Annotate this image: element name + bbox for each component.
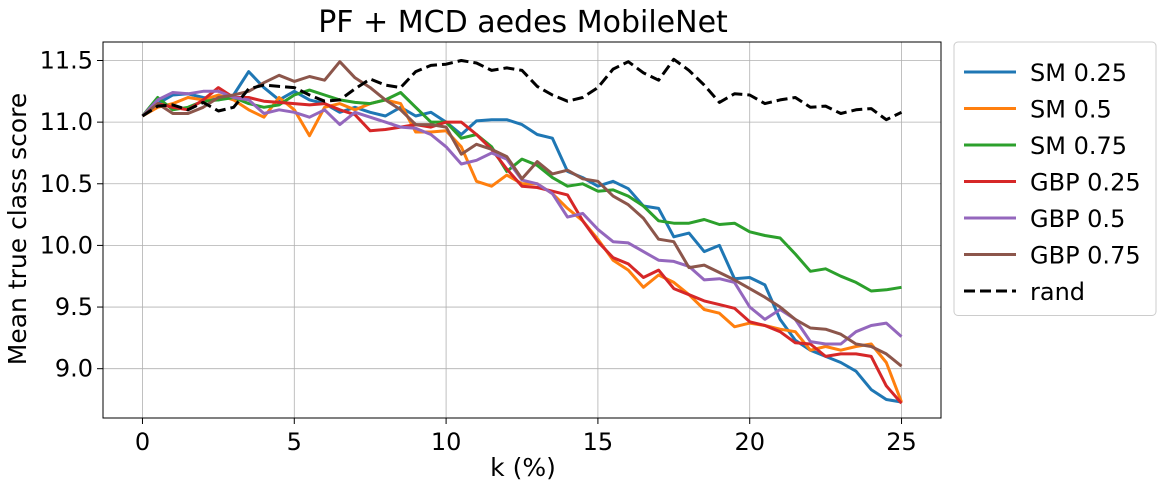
y-axis: 9.0 9.5 10.0 10.5 11.0 11.5 [40,46,103,383]
series-line-sm-0-25 [141,70,902,404]
x-tick-label: 20 [734,428,765,456]
y-tick-label: 9.5 [55,293,93,321]
legend-label: GBP 0.75 [1030,242,1141,270]
plot-frame [102,41,942,419]
x-tick-label: 25 [886,428,917,456]
series-line-rand [141,57,903,122]
y-tick-label: 10.5 [40,170,93,198]
x-axis: 0 5 10 15 20 25 [135,418,917,456]
x-tick-label: 15 [583,428,614,456]
x-tick-label: 10 [431,428,462,456]
legend-label: GBP 0.25 [1030,169,1141,197]
legend-label: SM 0.25 [1030,59,1127,87]
series-line-sm-0-75 [141,88,902,293]
series-line-gbp-0-25 [141,86,903,405]
legend-label: GBP 0.5 [1030,205,1125,233]
legend: SM 0.25 SM 0.5 SM 0.75 GBP 0.25 GBP 0.5 GBP 0… [953,41,1157,316]
series-line-gbp-0-5 [141,89,903,346]
grid-lines [103,42,941,418]
x-tick-label: 0 [135,428,150,456]
y-tick-label: 11.5 [40,46,93,74]
chart-title: PF + MCD aedes MobileNet [318,5,728,40]
legend-label: SM 0.5 [1030,96,1112,124]
y-tick-label: 9.0 [55,355,93,383]
y-tick-label: 11.0 [40,108,93,136]
series-line-sm-0-5 [141,93,903,403]
x-axis-label: k (%) [490,453,556,482]
legend-label: SM 0.75 [1030,132,1127,160]
x-tick-label: 5 [287,428,302,456]
series-line-gbp-0-75 [141,60,903,368]
legend-box [953,41,1157,316]
series-lines [141,57,903,405]
y-tick-label: 10.0 [40,231,93,259]
y-axis-label: Mean true class score [3,93,32,366]
legend-label: rand [1030,278,1085,306]
